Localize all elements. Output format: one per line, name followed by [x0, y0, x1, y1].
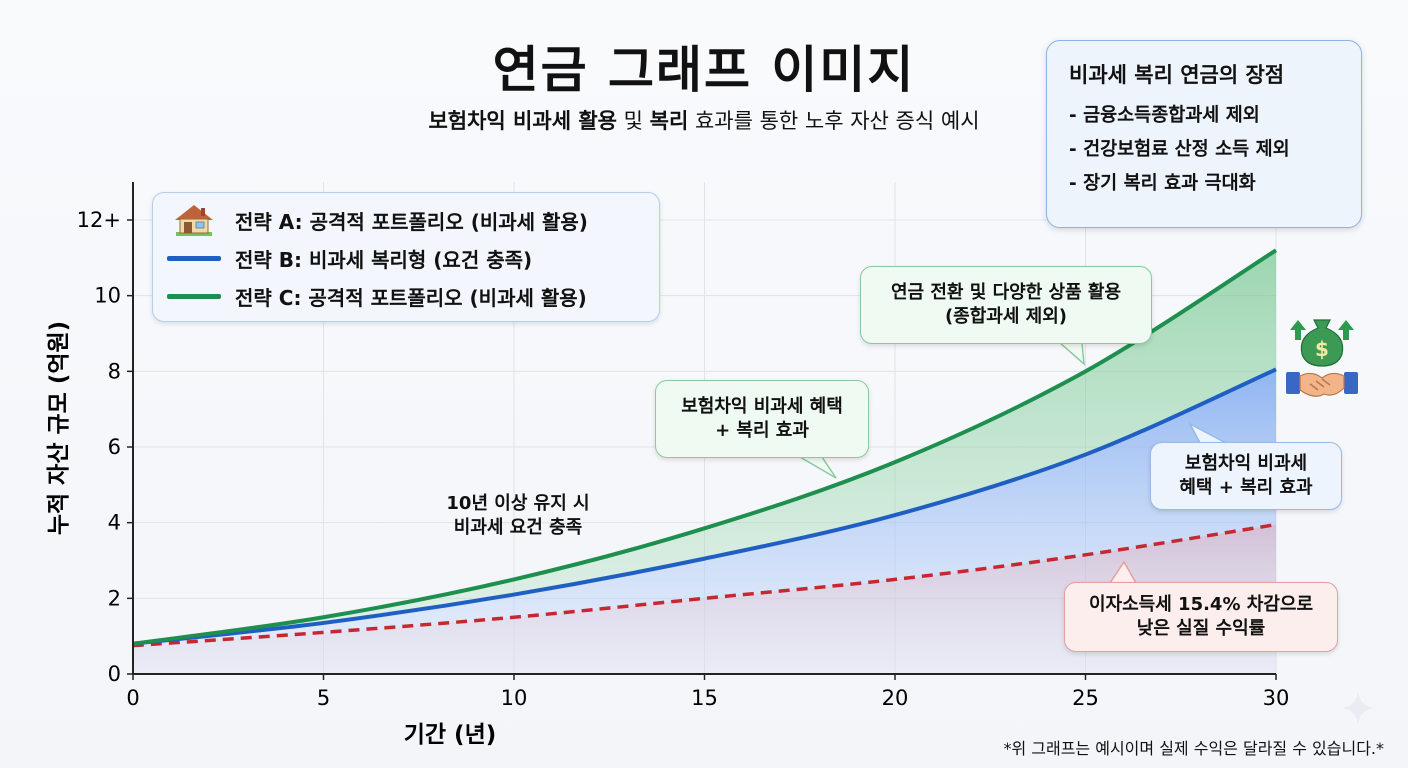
- advantage-item: - 건강보험료 산정 소득 제외: [1069, 139, 1290, 160]
- annotation-line: 혜택 + 복리 효과: [1179, 477, 1313, 498]
- chart-axes: 0 5 10 15 20 25 30 0 2 4 6 8 10 12+: [77, 182, 1290, 710]
- annotation-line: 비과세 요건 충족: [453, 517, 583, 539]
- area-fill-green: [133, 250, 1276, 644]
- x-tick-label: 15: [691, 686, 718, 710]
- annotation-line: 낮은 실질 수익률: [1136, 618, 1266, 639]
- advantage-item: - 장기 복리 효과 극대화: [1069, 173, 1256, 194]
- advantage-item: - 금융소득종합과세 제외: [1069, 105, 1260, 126]
- chart-area-fills: [133, 250, 1276, 674]
- series-line-blue: [132, 367, 1277, 646]
- subtitle-part-4: 효과를 통한 노후 자산 증식 예시: [688, 109, 980, 133]
- legend-entry-a: 전략 A: 공격적 포트폴리오 (비과세 활용): [167, 201, 645, 239]
- callout-tail: [1058, 342, 1085, 366]
- annotation-line: 연금 전환 및 다양한 상품 활용: [890, 281, 1122, 303]
- x-tick-label: 5: [317, 686, 330, 710]
- y-tick-label: 8: [108, 359, 121, 383]
- sparkle-icon: [1342, 692, 1374, 724]
- svg-text:$: $: [1315, 337, 1329, 361]
- footnote: *위 그래프는 예시이며 실제 수익은 달라질 수 있습니다.*: [1003, 739, 1384, 758]
- y-tick-label: 4: [108, 511, 121, 535]
- annotation-line: 보험차익 비과세 혜택: [681, 395, 843, 417]
- page-subtitle: 보험차익 비과세 활용 및 복리 효과를 통한 노후 자산 증식 예시: [0, 105, 1408, 135]
- legend-label-a: 전략 A: 공격적 포트폴리오 (비과세 활용): [235, 209, 588, 234]
- annotation-line: (종합과세 제외): [944, 306, 1068, 327]
- legend-label-b: 전략 B: 비과세 복리형 (요건 충족): [235, 247, 533, 272]
- house-icon: [167, 202, 221, 238]
- legend-swatch-green: [167, 293, 221, 299]
- annotation-line: 보험차익 비과세: [1184, 452, 1308, 474]
- chart-series-lines: [132, 248, 1278, 648]
- x-tick-label: 30: [1263, 686, 1290, 710]
- y-tick-label: 0: [108, 662, 121, 686]
- y-tick-label: 10: [94, 284, 121, 308]
- callout-tail: [797, 456, 837, 479]
- y-tick-label: 12+: [77, 208, 121, 232]
- money-bag-handshake-icon: $: [1286, 319, 1358, 397]
- legend-entry-b: 전략 B: 비과세 복리형 (요건 충족): [167, 239, 645, 277]
- annotation-line: 이자소득세 15.4% 차감으로: [1088, 593, 1314, 615]
- annotation-line: + 복리 효과: [715, 420, 809, 441]
- advantages-title: 비과세 복리 연금의 장점: [1069, 63, 1285, 87]
- x-tick-label: 20: [882, 686, 909, 710]
- series-line-red-dashed: [132, 522, 1277, 648]
- y-axis-label: 누적 자산 규모 (억원): [46, 321, 72, 535]
- series-line-green: [132, 248, 1278, 646]
- x-axis-label: 기간 (년): [404, 722, 497, 748]
- annotation-pension-conversion: 연금 전환 및 다양한 상품 활용 (종합과세 제외): [860, 266, 1152, 344]
- legend-label-c: 전략 C: 공격적 포트폴리오 (비과세 활용): [235, 285, 587, 310]
- x-tick-label: 25: [1072, 686, 1099, 710]
- page-title: 연금 그래프 이미지: [492, 41, 916, 99]
- x-tick-label: 0: [126, 686, 139, 710]
- y-tick-label: 6: [108, 435, 121, 459]
- subtitle-part-2: 및: [616, 109, 650, 133]
- annotation-tax-benefit-mid: 보험차익 비과세 혜택 + 복리 효과: [655, 380, 869, 458]
- annotation-tax-benefit-right: 보험차익 비과세 혜택 + 복리 효과: [1150, 442, 1342, 510]
- subtitle-part-1: 보험차익 비과세 활용: [428, 109, 617, 133]
- x-tick-label: 10: [501, 686, 528, 710]
- annotation-line: 10년 이상 유지 시: [446, 493, 590, 514]
- annotation-ten-year: 10년 이상 유지 시 비과세 요건 충족: [418, 492, 618, 541]
- y-tick-label: 2: [108, 586, 121, 610]
- annotation-interest-tax: 이자소득세 15.4% 차감으로 낮은 실질 수익률: [1064, 582, 1338, 652]
- chart-legend: 전략 A: 공격적 포트폴리오 (비과세 활용) 전략 B: 비과세 복리형 (…: [152, 192, 660, 322]
- advantages-box: 비과세 복리 연금의 장점 - 금융소득종합과세 제외 - 건강보험료 산정 소…: [1046, 40, 1362, 228]
- legend-swatch-blue: [167, 255, 221, 261]
- subtitle-part-3: 복리: [649, 109, 689, 133]
- legend-entry-c: 전략 C: 공격적 포트폴리오 (비과세 활용): [167, 277, 645, 315]
- area-fill-red: [133, 524, 1276, 674]
